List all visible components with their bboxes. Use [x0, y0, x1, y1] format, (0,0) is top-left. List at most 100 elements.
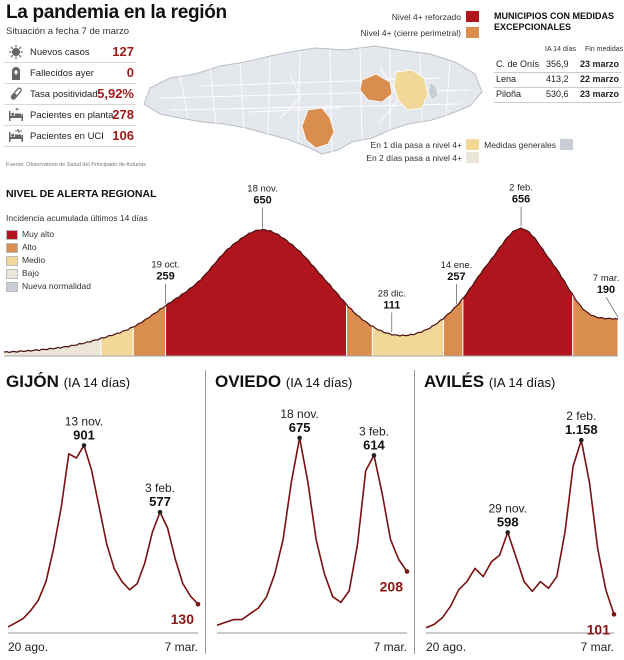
- x-tick-label: 7 mar.: [374, 640, 407, 654]
- annotation-point: [579, 437, 584, 443]
- stat-value: 278: [112, 107, 134, 122]
- annotation-date: 29 nov.: [488, 501, 526, 515]
- legend-2dias-swatch: [466, 152, 479, 163]
- stat-row: Nuevos casos 127: [4, 42, 136, 63]
- icu-bed-icon: [8, 128, 24, 143]
- municipio-name: C. de Onís: [496, 59, 540, 69]
- area-perimetral: [359, 73, 393, 103]
- legend-2dias-label: En 2 días pasa a nivel 4+: [366, 153, 462, 163]
- annotation-value: 901: [73, 427, 95, 442]
- municipio-fin: 23 marzo: [580, 59, 620, 69]
- legend-reforzado-label: Nivel 4+ reforzado: [391, 12, 461, 22]
- legend-label: Medio: [22, 255, 46, 265]
- municipality-border: [279, 73, 301, 119]
- legend-reforzado-swatch: [466, 11, 479, 22]
- annotation-date: 28 dic.: [378, 288, 406, 299]
- page-subtitle: Situación a fecha 7 de marzo: [6, 26, 130, 37]
- stat-row: Tasa positividad 5,92%: [4, 84, 136, 105]
- municipio-fin: 23 marzo: [580, 89, 620, 99]
- gijon-title: GIJÓN (IA 14 días): [6, 372, 131, 391]
- annotation-value: 675: [289, 420, 311, 435]
- annotation-value: 656: [512, 194, 530, 206]
- annotation-value: 257: [447, 271, 465, 283]
- stat-label: Tasa positividad: [30, 89, 98, 100]
- legend-generales-swatch: [560, 139, 573, 150]
- annotation-date: 2 feb.: [566, 409, 596, 423]
- annotation-point: [505, 530, 511, 535]
- municipios-title: MUNICIPIOS CON MEDIDAS EXCEPCIONALES: [494, 11, 615, 32]
- legend-swatch: [6, 269, 18, 279]
- alert-subtitle: Incidencia acumulada últimos 14 días: [6, 213, 148, 223]
- table-row: Piloña 530,6 23 marzo: [494, 88, 622, 103]
- last-point: [611, 612, 617, 617]
- divider: [414, 370, 415, 654]
- stat-label: Pacientes en UCI: [30, 131, 104, 142]
- table-row: C. de Onís 356,9 23 marzo: [494, 58, 622, 73]
- annotation-date: 3 feb.: [359, 424, 389, 438]
- regional-line: [3, 227, 619, 354]
- area-generales: [427, 81, 439, 101]
- municipio-ia: 413,2: [546, 74, 569, 84]
- municipio-fin: 22 marzo: [580, 74, 620, 84]
- stat-value: 106: [112, 128, 134, 143]
- divider: [205, 370, 206, 654]
- legend-perimetral-label: Nivel 4+ (cierre perimetral): [360, 28, 461, 38]
- municipality-border: [445, 61, 451, 117]
- oviedo-title: OVIEDO (IA 14 días): [215, 372, 353, 391]
- alert-band: [4, 228, 102, 356]
- legend-swatch: [6, 243, 18, 253]
- asturias-map: [143, 45, 483, 155]
- legend-1dia-swatch: [466, 139, 479, 150]
- annotation-date: 3 feb.: [145, 481, 175, 495]
- annotation-value: 577: [149, 494, 171, 509]
- municipality-border: [209, 67, 217, 125]
- alert-band: [462, 228, 574, 356]
- stat-label: Fallecidos ayer: [30, 68, 94, 79]
- hospital-bed-icon: [8, 107, 24, 122]
- municipality-border: [267, 57, 271, 135]
- page-title: La pandemia en la región: [6, 2, 227, 23]
- alert-band: [346, 228, 373, 356]
- legend-generales-label: Medidas generales: [484, 140, 556, 150]
- last-point: [195, 601, 201, 607]
- annotation-value: 259: [156, 271, 174, 283]
- municipio-ia: 530,6: [546, 89, 569, 99]
- alert-title: NIVEL DE ALERTA REGIONAL: [6, 188, 157, 200]
- stat-value: 127: [112, 44, 134, 59]
- x-tick-label: 7 mar.: [165, 640, 198, 654]
- alert-band: [165, 228, 348, 356]
- stat-label: Nuevos casos: [30, 47, 90, 58]
- stat-label: Pacientes en planta: [30, 110, 114, 121]
- annotation-date: 19 oct.: [151, 260, 180, 271]
- x-tick-label: 7 mar.: [581, 640, 614, 654]
- annotation-point: [81, 443, 87, 448]
- annotation-value: 111: [383, 299, 400, 311]
- test-tube-icon: [8, 87, 24, 101]
- source-note: Fuente: Observatorio de Salud del Princi…: [6, 162, 147, 168]
- last-value: 130: [171, 611, 195, 627]
- aviles-line: [425, 439, 615, 629]
- stat-value: 5,92%: [97, 86, 134, 101]
- alert-bands: [4, 228, 618, 356]
- annotation-point: [157, 509, 163, 515]
- regional-chart: 19 oct.259 18 nov.650 28 dic.111 14 ene.257…: [3, 183, 619, 357]
- alert-band: [132, 228, 167, 356]
- last-point: [404, 569, 410, 574]
- x-tick-label: 20 ago.: [426, 640, 466, 654]
- alert-band: [100, 228, 134, 356]
- table-row: Lena 413,2 22 marzo: [494, 73, 622, 88]
- annotation-leader: [605, 296, 619, 318]
- legend-label: Alto: [22, 242, 37, 252]
- annotation-value: 650: [253, 195, 271, 207]
- annotation-value: 190: [597, 284, 615, 296]
- aviles-title: AVILÉS (IA 14 días): [424, 372, 556, 391]
- annotation-value: 598: [497, 514, 519, 529]
- legend-swatch: [6, 230, 18, 240]
- last-value: 101: [587, 621, 611, 637]
- legend-label: Muy alto: [22, 229, 55, 239]
- municipio-name: Lena: [496, 74, 517, 84]
- annotation-date: 18 nov.: [247, 184, 277, 195]
- col-fin-header: Fin medidas: [585, 46, 624, 53]
- annotation-date: 18 nov.: [280, 407, 318, 421]
